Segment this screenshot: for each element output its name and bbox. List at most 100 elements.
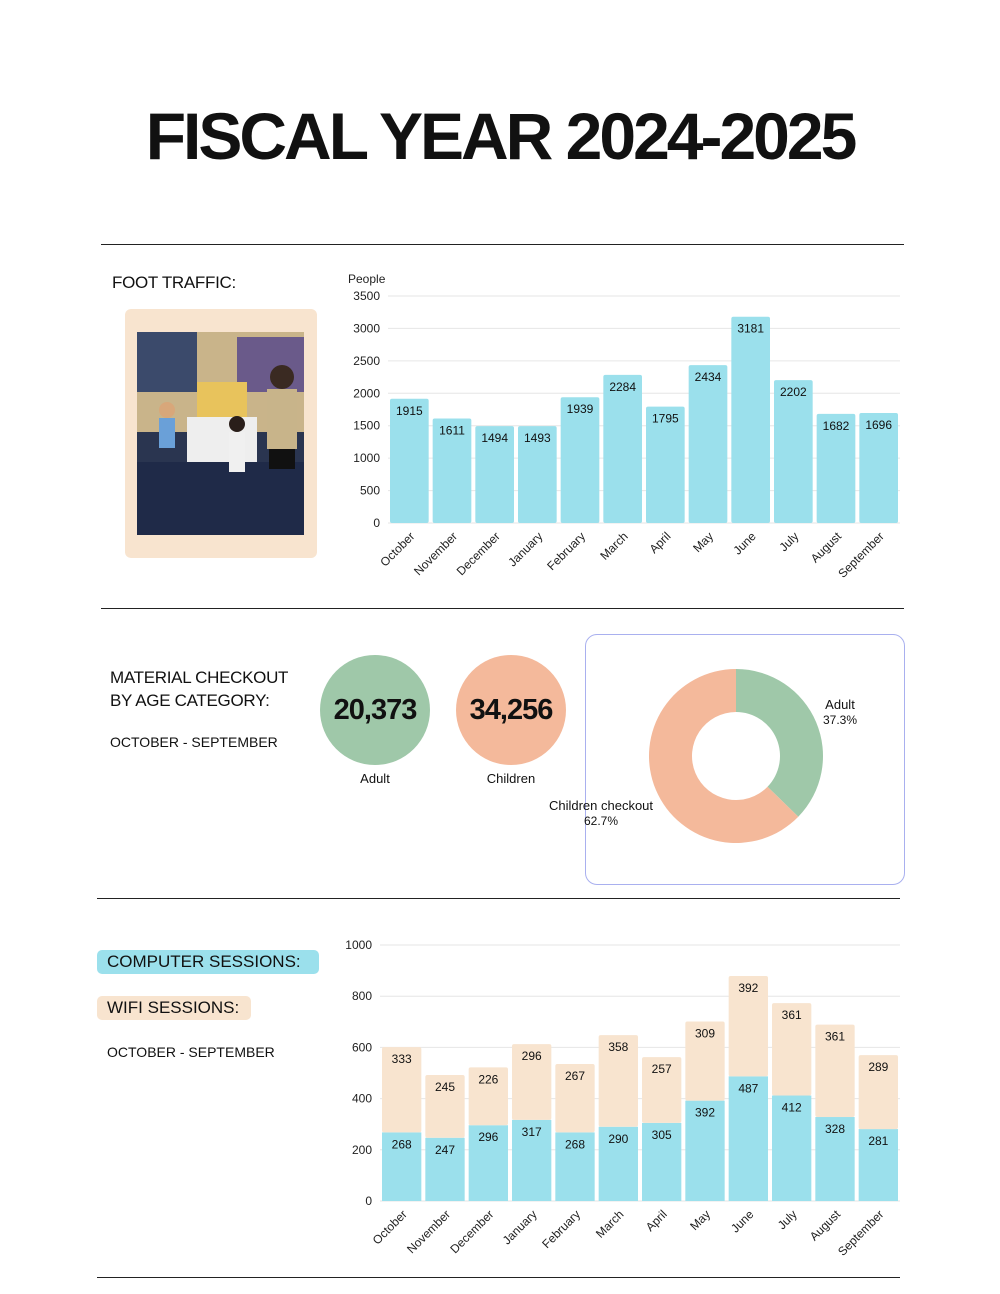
slice-label: Adult (825, 697, 855, 712)
divider (101, 608, 904, 609)
data-label: 2202 (780, 385, 807, 399)
bar (772, 1003, 812, 1096)
x-tick-label: February (539, 1207, 583, 1251)
bar (512, 1119, 552, 1201)
y-tick-label: 500 (360, 484, 380, 498)
bar (815, 1117, 855, 1201)
data-label: 247 (435, 1143, 455, 1157)
slice-percent: 62.7% (584, 814, 618, 828)
bar (685, 1100, 725, 1201)
bar (468, 1067, 508, 1126)
data-label: 3181 (737, 322, 764, 336)
data-label: 267 (565, 1069, 585, 1083)
y-tick-label: 400 (352, 1092, 372, 1106)
x-tick-label: November (404, 1207, 453, 1256)
x-tick-label: June (730, 529, 759, 558)
bar (555, 1132, 595, 1201)
data-label: 1611 (439, 424, 465, 438)
data-label: 412 (782, 1101, 802, 1115)
data-label: 296 (522, 1049, 542, 1063)
bar (774, 380, 813, 523)
bar (642, 1057, 682, 1123)
x-tick-label: May (690, 529, 716, 555)
data-label: 1696 (865, 418, 892, 432)
bar (598, 1035, 638, 1127)
donut-slice (736, 669, 823, 817)
data-label: 290 (608, 1132, 628, 1146)
data-label: 487 (738, 1081, 758, 1095)
bar (598, 1126, 638, 1201)
adult-total-circle: 20,373 (320, 655, 430, 765)
bar (858, 1055, 898, 1130)
y-tick-label: 0 (373, 516, 380, 530)
adult-total-label: Adult (360, 771, 390, 786)
x-tick-label: December (447, 1207, 496, 1256)
bar (512, 1044, 552, 1120)
data-label: 309 (695, 1027, 715, 1041)
data-label: 392 (738, 981, 758, 995)
bar (560, 397, 600, 523)
checkout-label: MATERIAL CHECKOUT BY AGE CATEGORY: (110, 666, 288, 712)
y-tick-label: 1500 (353, 419, 380, 433)
y-tick-label: 1000 (353, 451, 380, 465)
bar (425, 1137, 465, 1201)
x-tick-label: November (411, 529, 460, 578)
checkout-label-line2: BY AGE CATEGORY: (110, 691, 270, 710)
slice-label: Children checkout (549, 798, 653, 813)
data-label: 1494 (481, 431, 508, 445)
y-tick-label: 600 (352, 1040, 372, 1054)
photo-frame (125, 309, 317, 558)
foot-traffic-label: FOOT TRAFFIC: (112, 273, 236, 292)
bar (468, 1125, 508, 1201)
y-tick-label: 2500 (353, 354, 380, 368)
divider (101, 244, 904, 245)
sessions-period: OCTOBER - SEPTEMBER (107, 1044, 275, 1060)
data-label: 1915 (396, 404, 423, 418)
divider (97, 898, 900, 899)
x-tick-label: March (593, 1207, 626, 1240)
data-label: 245 (435, 1080, 455, 1094)
y-tick-label: 0 (365, 1194, 372, 1208)
page-title: FISCAL YEAR 2024-2025 (145, 99, 858, 173)
data-label: 1795 (652, 412, 679, 426)
y-tick-label: 200 (352, 1143, 372, 1157)
x-tick-label: June (728, 1207, 757, 1236)
data-label: 333 (392, 1052, 412, 1066)
y-tick-label: 800 (352, 989, 372, 1003)
x-tick-label: January (505, 529, 545, 569)
data-label: 226 (478, 1072, 498, 1086)
children-total-label: Children (486, 771, 536, 786)
children-total-circle: 34,256 (456, 655, 566, 765)
x-tick-label: February (544, 529, 588, 573)
data-label: 361 (782, 1008, 802, 1022)
data-label: 1682 (823, 419, 850, 433)
bar (432, 418, 472, 523)
data-label: 317 (522, 1125, 542, 1139)
bar (728, 975, 768, 1077)
y-tick-label: 3500 (353, 289, 380, 303)
sessions-chart: 0 200 400 600 800 1000 268 333 October 247 245 Nove… (345, 938, 900, 1259)
data-label: 296 (478, 1130, 498, 1144)
data-label: 1493 (524, 431, 551, 445)
x-tick-label: September (835, 529, 886, 580)
bar (858, 1129, 898, 1201)
y-axis-label: People (348, 272, 386, 286)
bar (425, 1075, 465, 1138)
x-tick-label: May (687, 1207, 713, 1233)
y-tick-label: 2000 (353, 386, 380, 400)
y-tick-label: 1000 (345, 938, 372, 952)
x-tick-label: April (643, 1207, 670, 1234)
data-label: 281 (868, 1134, 888, 1148)
bar (728, 1076, 768, 1201)
wifi-sessions-legend: WIFI SESSIONS: (97, 996, 251, 1020)
data-label: 2284 (609, 380, 636, 394)
x-tick-label: July (775, 1207, 800, 1232)
bar (382, 1132, 422, 1201)
data-label: 289 (868, 1060, 888, 1074)
data-label: 1939 (567, 402, 594, 416)
bar (603, 374, 642, 523)
adult-total-value: 20,373 (333, 693, 418, 726)
x-tick-label: October (370, 1207, 410, 1247)
photo-image (137, 332, 304, 535)
